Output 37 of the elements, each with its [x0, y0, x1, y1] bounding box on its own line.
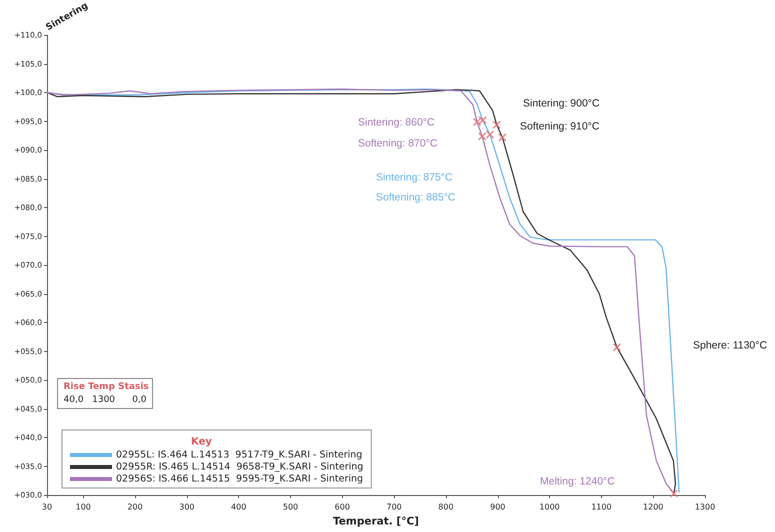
x-tick-label: 700: [386, 502, 402, 512]
point: [486, 130, 494, 139]
annotation: 40,0 1300 0,0: [64, 395, 147, 405]
point: [492, 120, 501, 130]
annotation: Rise Temp Stasis: [64, 382, 149, 392]
annotation: Melting: 1240°C: [540, 476, 616, 488]
x-tick-label: 1200: [643, 502, 664, 512]
x-axis-title: Temperat. [°C]: [333, 516, 419, 528]
legend-label: 02955R: IS.465 L.14514 9658-T9_K.SARI - Sintering: [116, 462, 364, 472]
x-tick-label: 100: [76, 502, 91, 512]
point: [478, 132, 486, 141]
legend-label: 02956S: IS.466 L.14515 9595-T9_K.SARI - Sintering: [116, 474, 364, 484]
x-tick-label: 1300: [694, 502, 716, 512]
annotation: Sintering: 900°C: [523, 98, 600, 110]
x-tick-label: 1000: [539, 502, 560, 512]
legend-title: Key: [191, 436, 212, 448]
x-tick-label: 200: [127, 502, 143, 512]
x-tick-label: 400: [231, 502, 246, 512]
annotation: Sintering: 860°C: [358, 116, 435, 128]
annotation: Softening: 870°C: [358, 138, 438, 150]
x-tick-label: 300: [179, 502, 195, 512]
point: [670, 489, 678, 498]
x-tick-label: 30: [42, 502, 52, 512]
annotation: Softening: 885°C: [376, 192, 456, 204]
x-tick-label: 800: [438, 502, 454, 512]
legend-label: 02955L: IS.464 L.14513 9517-T9_K.SARI - Sintering: [116, 450, 362, 460]
annotation: Sintering: 875°C: [376, 172, 453, 184]
x-tick-label: 1100: [591, 502, 612, 512]
x-tick-label: 500: [282, 502, 298, 512]
annotation: Softening: 910°C: [520, 120, 600, 132]
x-tick-label: 900: [490, 502, 506, 512]
point: [612, 343, 622, 352]
point: [478, 116, 487, 124]
point: [498, 133, 507, 142]
x-tick-label: 600: [334, 502, 350, 512]
point: [472, 118, 482, 126]
annotation: Sphere: 1130°C: [693, 340, 768, 352]
